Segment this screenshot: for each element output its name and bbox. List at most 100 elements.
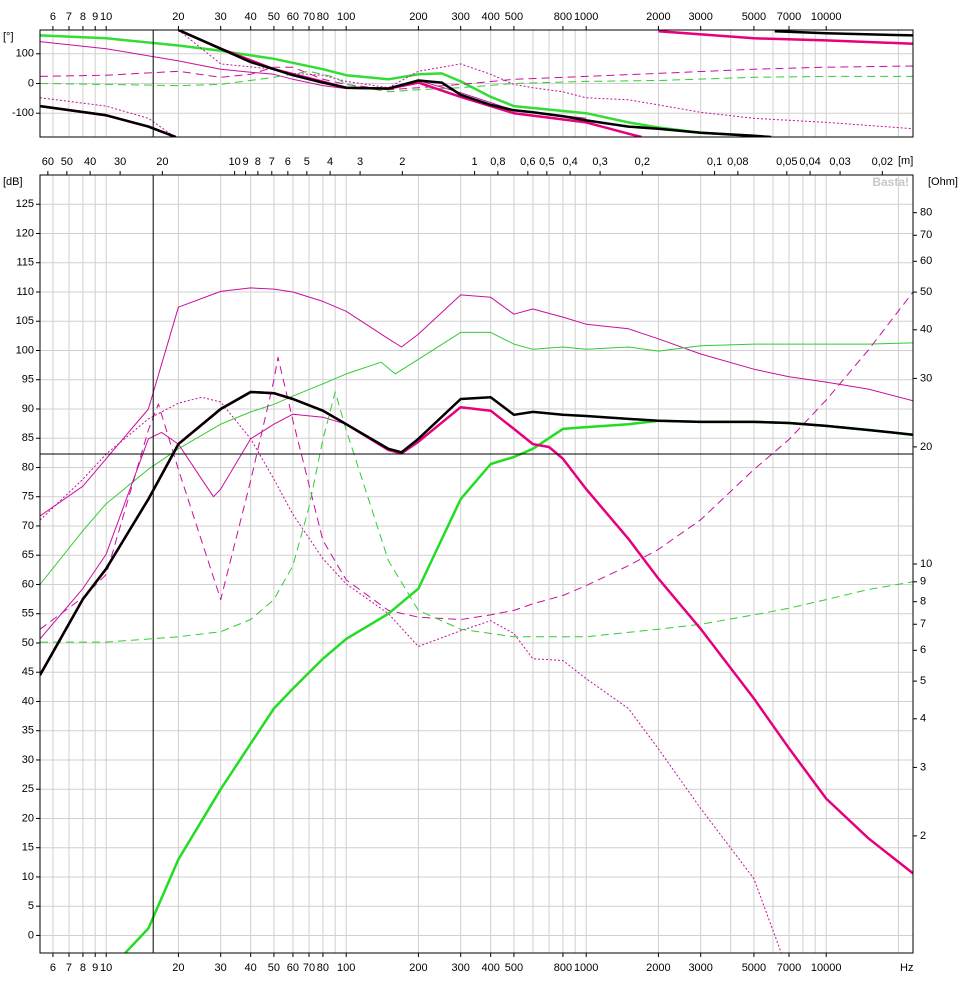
- y-tick-label: 95: [22, 374, 34, 386]
- series-line: [40, 30, 913, 137]
- y-tick-label: 45: [22, 666, 34, 678]
- y-tick-label: 80: [22, 461, 34, 473]
- x-tick-label: 7000: [777, 11, 801, 23]
- x2-tick-label: 1: [472, 156, 478, 168]
- x-tick-label: 10: [100, 11, 112, 23]
- x-tick-label: 6: [50, 962, 56, 974]
- watermark: Basta!: [872, 175, 909, 189]
- x-tick-label: 800: [554, 962, 572, 974]
- x-tick-label: 400: [481, 11, 499, 23]
- y2-tick-label: 9: [920, 576, 926, 588]
- series-line: [40, 30, 913, 137]
- y-tick-label: 100: [16, 48, 34, 60]
- x-tick-label: 10000: [811, 962, 842, 974]
- x2-tick-label: 0,6: [520, 156, 535, 168]
- x-tick-label: 100: [337, 962, 355, 974]
- y2-tick-label: 4: [920, 713, 926, 725]
- x2-tick-label: 0,04: [799, 156, 820, 168]
- x-tick-label: 20: [172, 11, 184, 23]
- x2-tick-label: 8: [255, 156, 261, 168]
- x-tick-label: 10000: [811, 11, 842, 23]
- y-tick-label: 50: [22, 637, 34, 649]
- y2-tick-label: 7: [920, 618, 926, 630]
- x-tick-label: 10: [100, 962, 112, 974]
- x-tick-label: 20: [172, 962, 184, 974]
- x-tick-label: 7: [66, 962, 72, 974]
- x-tick-label: 80: [317, 962, 329, 974]
- x2-tick-label: 50: [61, 156, 73, 168]
- x2-tick-label: 40: [84, 156, 96, 168]
- x-tick-label: 40: [245, 11, 257, 23]
- y-tick-label: 115: [16, 257, 34, 269]
- x-tick-label: 50: [268, 11, 280, 23]
- y-tick-label: 100: [16, 344, 34, 356]
- y2-tick-label: 70: [920, 229, 932, 241]
- x-tick-label: 50: [268, 962, 280, 974]
- x-tick-label: 30: [215, 11, 227, 23]
- y2-tick-label: 30: [920, 372, 932, 384]
- x-tick-label: 500: [505, 11, 523, 23]
- plot-area: [40, 30, 913, 137]
- x2-tick-label: 20: [156, 156, 168, 168]
- x2-tick-label: 10: [228, 156, 240, 168]
- x-tick-label: 100: [337, 11, 355, 23]
- x-tick-label: 5000: [742, 962, 766, 974]
- y-tick-label: 35: [22, 725, 34, 737]
- x2-tick-label: 0,4: [562, 156, 577, 168]
- y-tick-label: 15: [22, 842, 34, 854]
- y-tick-label: 5: [28, 900, 34, 912]
- y-tick-label: -100: [12, 107, 34, 119]
- x2-tick-label: 0,1: [707, 156, 722, 168]
- series-line: [40, 390, 913, 676]
- y2-tick-label: 50: [920, 286, 932, 298]
- x2-tick-label: 6: [285, 156, 291, 168]
- x-tick-label: 9: [92, 962, 98, 974]
- x-tick-label: 3000: [688, 11, 712, 23]
- x-tick-label: 300: [452, 11, 470, 23]
- y-tick-label: 75: [22, 491, 34, 503]
- x2-tick-label: 0,03: [829, 156, 850, 168]
- y-tick-label: 65: [22, 549, 34, 561]
- x-tick-label: 800: [554, 11, 572, 23]
- y2-tick-label: 80: [920, 207, 932, 219]
- y2-tick-label: 3: [920, 761, 926, 773]
- y2-tick-label: 20: [920, 441, 932, 453]
- x2-tick-label: 0,3: [592, 156, 607, 168]
- x2-tick-label: 0,02: [872, 156, 893, 168]
- y-tick-label: 10: [22, 871, 34, 883]
- x-tick-label: 7: [66, 11, 72, 23]
- x-tick-label: 60: [287, 962, 299, 974]
- y-tick-label: 60: [22, 578, 34, 590]
- x-tick-label: 5000: [742, 11, 766, 23]
- y-tick-label: 110: [16, 286, 34, 298]
- x-tick-label: 1000: [574, 11, 598, 23]
- x2-tick-label: 0,2: [635, 156, 650, 168]
- x2-tick-label: 0,8: [490, 156, 505, 168]
- plot-area: [40, 287, 913, 953]
- y2-tick-label: 40: [920, 324, 932, 336]
- y2-tick-label: 10: [920, 558, 932, 570]
- x-tick-label: 6: [50, 11, 56, 23]
- y-tick-label: 90: [22, 403, 34, 415]
- x2-tick-label: 0,5: [539, 156, 554, 168]
- y-tick-label: 120: [16, 227, 34, 239]
- x-tick-label: 9: [92, 11, 98, 23]
- y-tick-label: 25: [22, 783, 34, 795]
- y2-tick-label: 6: [920, 644, 926, 656]
- plot-frame: [39, 174, 914, 954]
- y-tick-label: 40: [22, 695, 34, 707]
- x2-tick-label: 5: [304, 156, 310, 168]
- series-line: [40, 70, 913, 93]
- x2-tick-label: 30: [114, 156, 126, 168]
- x-tick-label: 400: [481, 962, 499, 974]
- y-tick-label: 20: [22, 812, 34, 824]
- x-tick-label: 70: [303, 11, 315, 23]
- series-line: [40, 287, 913, 517]
- y-tick-label: 55: [22, 608, 34, 620]
- x-tick-label: 60: [287, 11, 299, 23]
- y-tick-label: 30: [22, 754, 34, 766]
- y-tick-label: 105: [16, 315, 34, 327]
- x-tick-label: 30: [215, 962, 227, 974]
